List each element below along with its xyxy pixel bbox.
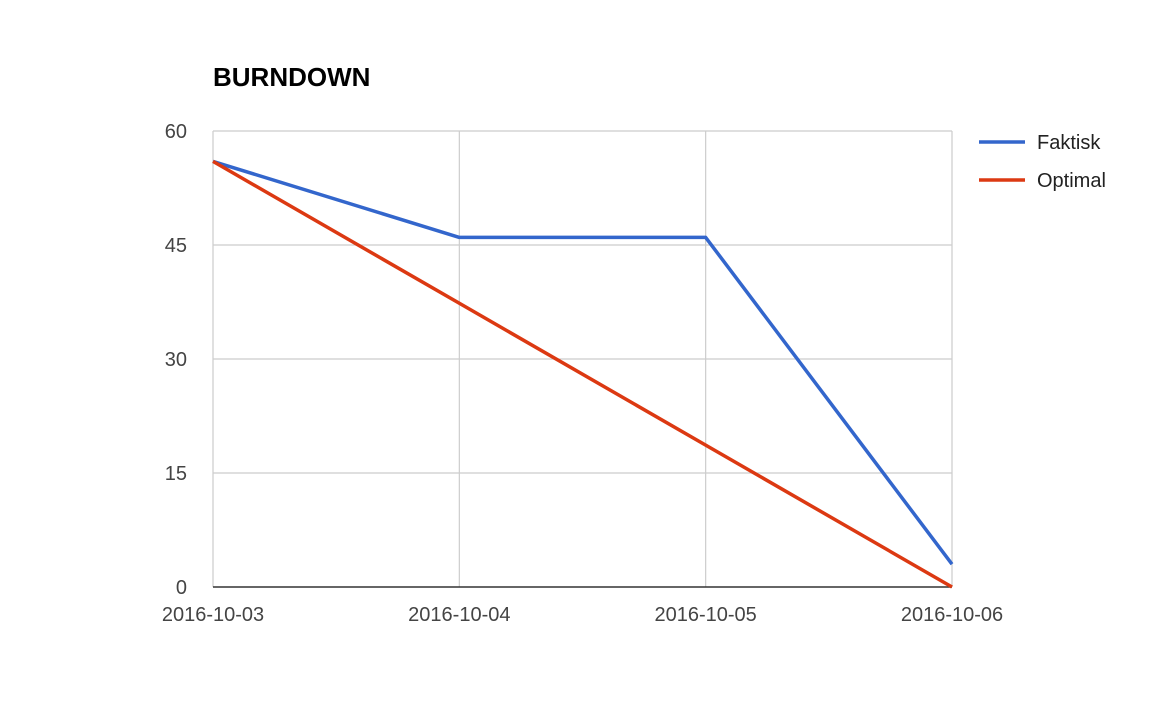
x-tick-label: 2016-10-06 <box>901 604 1003 626</box>
x-tick-label: 2016-10-03 <box>162 604 264 626</box>
series-line-faktisk <box>212 159 954 566</box>
x-tick-label: 2016-10-05 <box>655 604 757 626</box>
y-tick-label: 30 <box>165 349 187 371</box>
legend-label: Optimal <box>1037 170 1106 192</box>
x-tick-label: 2016-10-04 <box>408 604 510 626</box>
y-tick-label: 0 <box>176 577 187 599</box>
grid-layer <box>213 130 953 587</box>
y-tick-label: 45 <box>165 235 187 257</box>
legend-label: Faktisk <box>1037 132 1101 154</box>
chart-title: BURNDOWN <box>213 62 370 92</box>
legend: Faktisk Optimal <box>979 132 1106 192</box>
y-tick-label: 15 <box>165 463 187 485</box>
series-layer <box>212 159 954 589</box>
y-tick-label: 60 <box>165 121 187 143</box>
series-line-optimal <box>212 159 953 589</box>
axis-layer: 0 15 30 45 60 2016-10-03 2016-10-04 2016-10-05 2… <box>162 121 1003 626</box>
